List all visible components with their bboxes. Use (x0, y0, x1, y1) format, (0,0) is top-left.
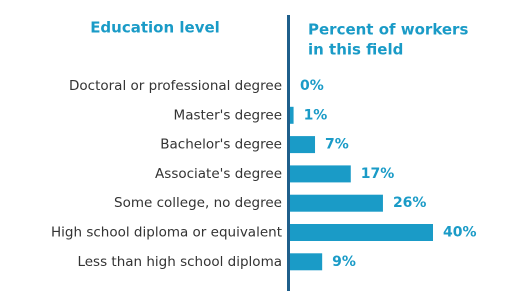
category-label: Associate's degree (155, 166, 282, 182)
bar (290, 194, 383, 212)
bar (290, 106, 294, 124)
value-title: Percent of workers (308, 21, 468, 39)
value-label: 7% (325, 137, 349, 153)
category-title: Education level (90, 19, 220, 37)
category-label: Some college, no degree (114, 195, 282, 211)
value-label: 17% (361, 166, 395, 182)
category-label: High school diploma or equivalent (51, 225, 282, 241)
category-label: Less than high school diploma (77, 254, 282, 270)
value-label: 0% (300, 78, 324, 94)
value-label: 26% (393, 195, 427, 211)
bar (290, 253, 323, 271)
bar (290, 224, 433, 241)
value-label: 40% (443, 225, 477, 241)
category-label: Master's degree (174, 107, 282, 123)
category-label: Bachelor's degree (160, 137, 282, 153)
value-label: 1% (304, 107, 328, 123)
bar (290, 165, 351, 183)
value-title: in this field (308, 41, 403, 59)
value-label: 9% (332, 254, 356, 270)
category-label: Doctoral or professional degree (69, 78, 282, 94)
bar (290, 136, 316, 154)
